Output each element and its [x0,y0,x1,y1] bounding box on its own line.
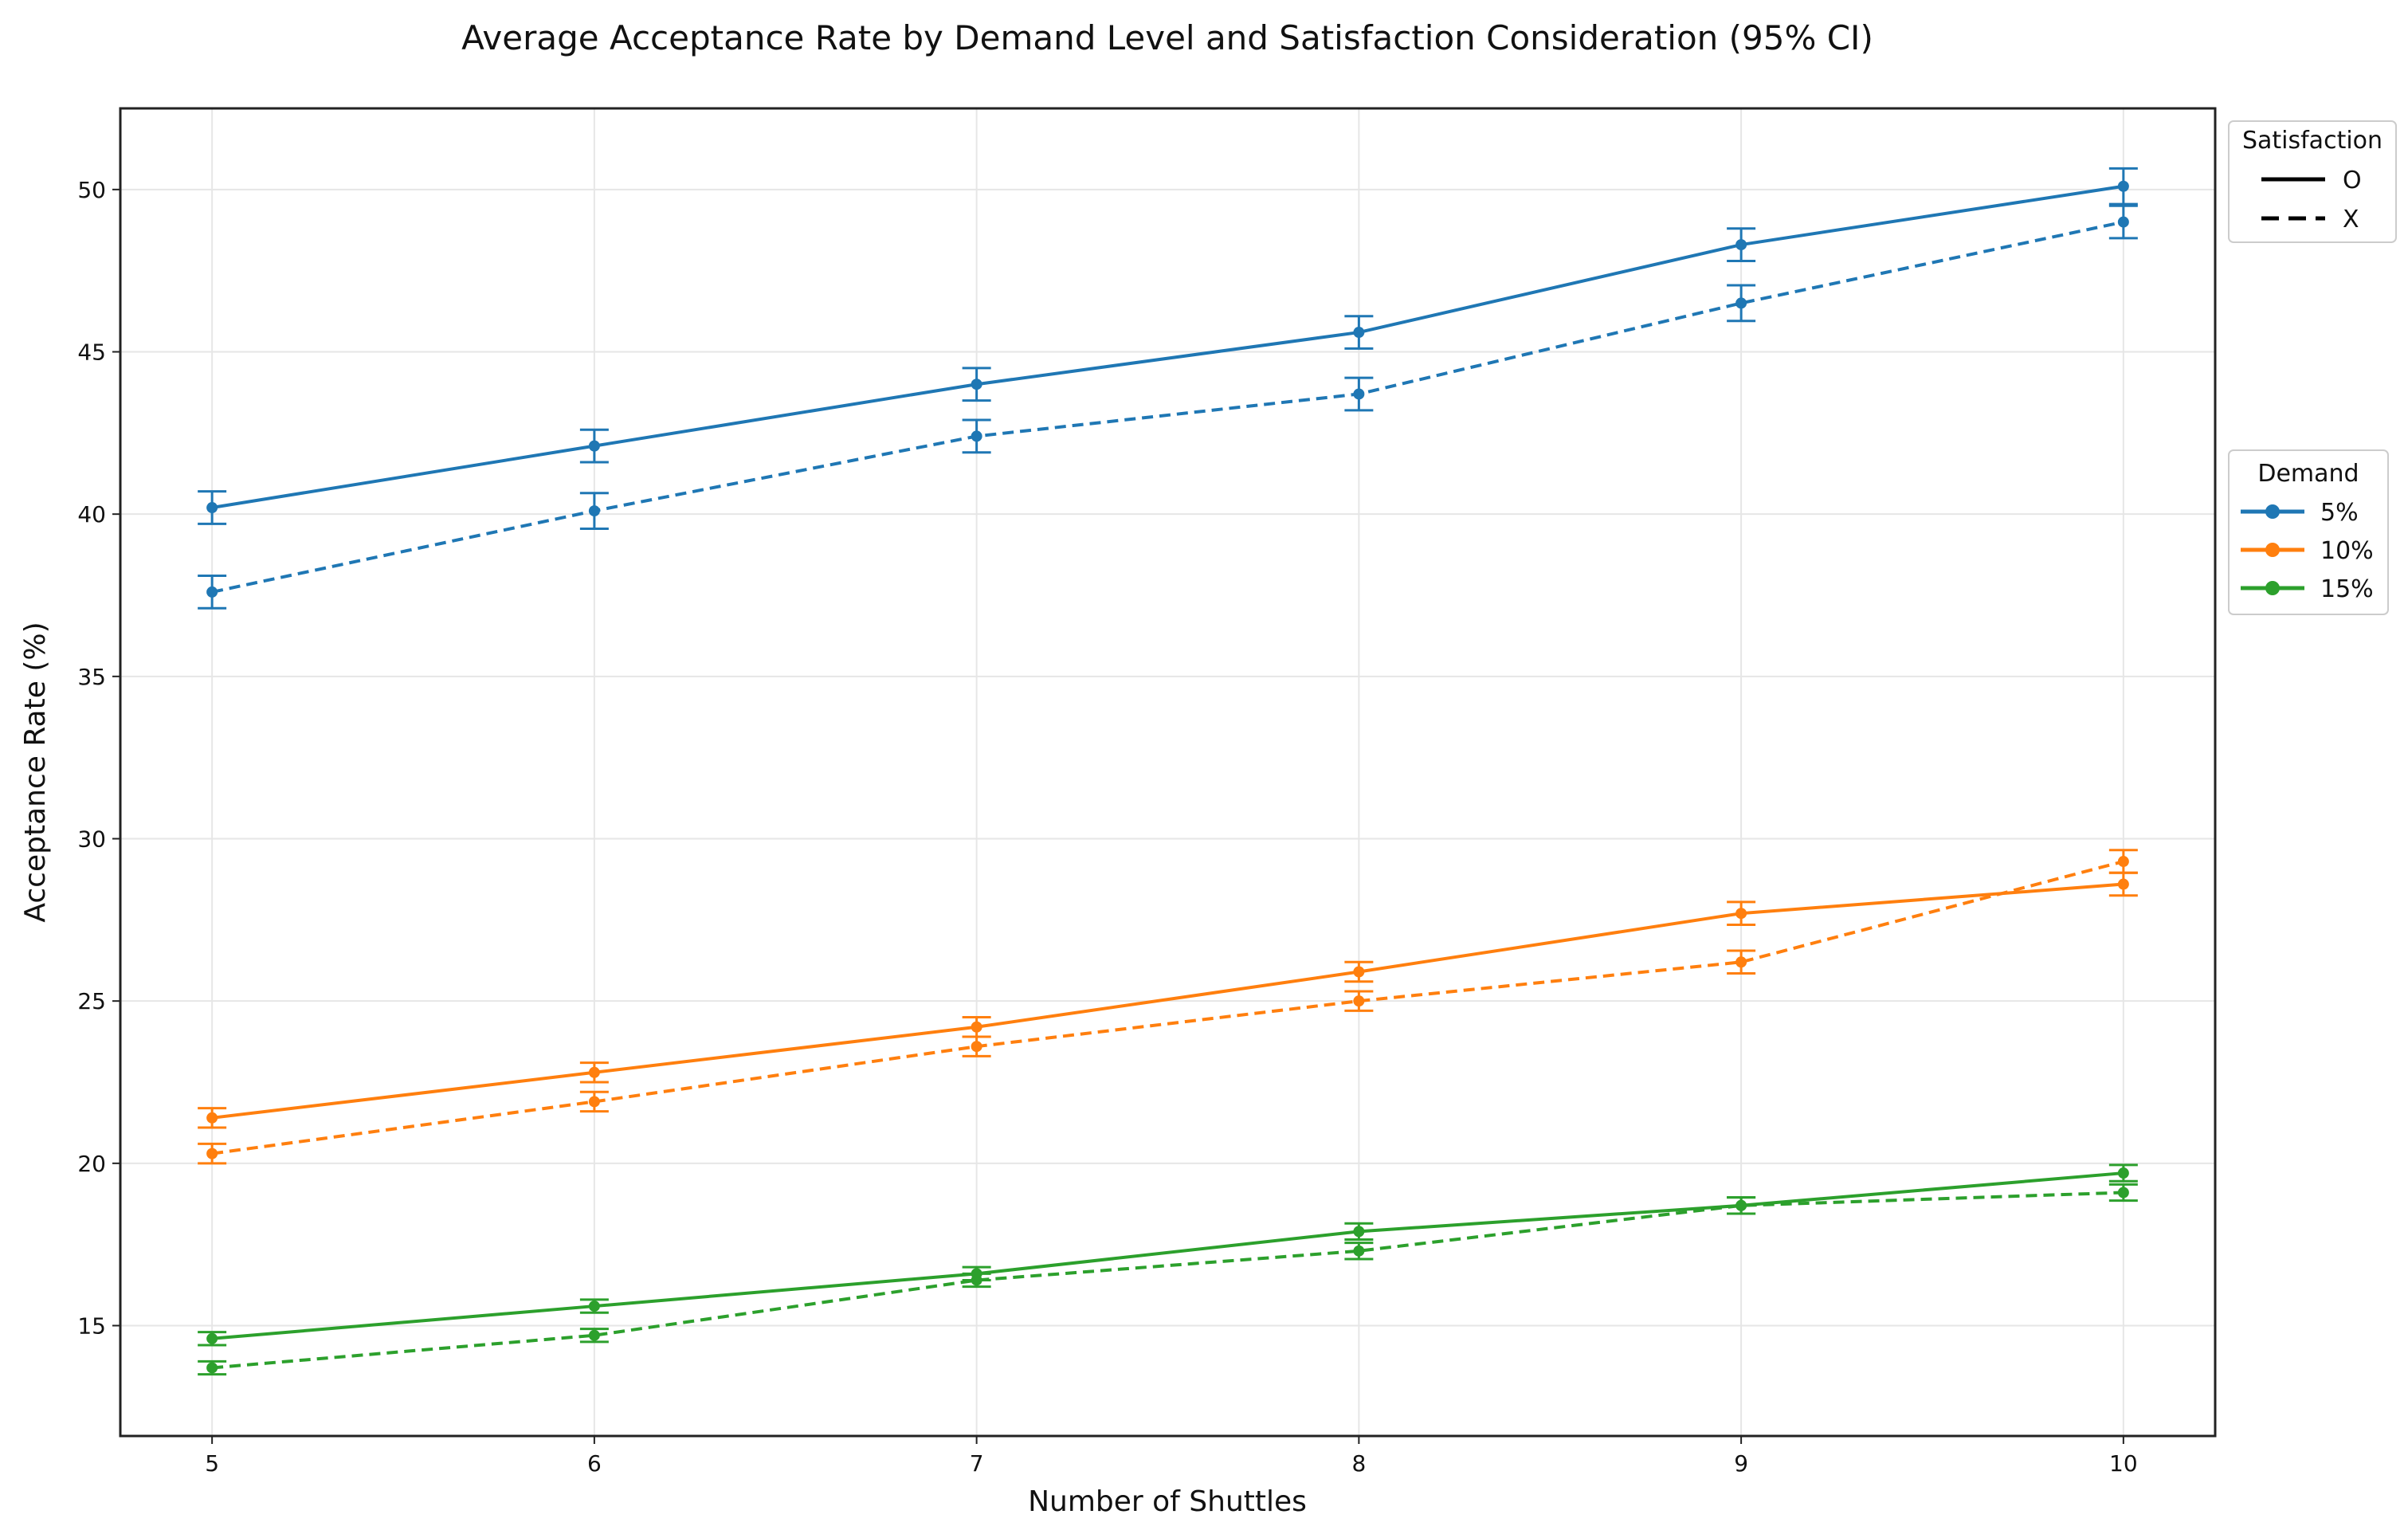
legend-demand-title: Demand [2257,460,2359,488]
data-point [206,1332,218,1344]
y-tick-label: 45 [77,339,106,366]
data-point [1735,956,1747,968]
legend-demand-5-entry: 5% [2241,499,2359,527]
data-point [206,1112,218,1124]
data-point [2117,878,2129,890]
data-point [971,1021,982,1033]
legend-demand-15-label: 15% [2320,575,2374,603]
y-tick-label: 30 [77,826,106,853]
y-axis-ticks: 15 20 25 30 35 40 45 50 [77,177,120,1340]
series-demand-5-satisfaction-x-line [211,220,2124,594]
data-point [588,1096,600,1108]
data-point [1735,1199,1747,1211]
data-point [1735,297,1747,309]
series-demand-5-satisfaction-x [198,204,2138,610]
legend-satisfaction-o-label: O [2343,167,2362,194]
plot-area-frame [119,107,2217,1438]
x-tick-label: 5 [205,1450,219,1477]
data-point [1353,1245,1365,1257]
series-demand-5-satisfaction-o [198,167,2138,525]
y-tick-label: 25 [77,988,106,1014]
data-point [206,1362,218,1374]
legend-demand-15-entry: 15% [2241,575,2374,603]
x-axis-ticks: 5 6 7 8 9 10 [205,1436,2138,1477]
data-point [971,379,982,390]
legend-satisfaction: Satisfaction O X [2228,120,2397,243]
legend-demand-10-label: 10% [2320,537,2374,565]
data-point [1735,908,1747,920]
legend-demand-box [2228,449,2389,615]
series-demand-15-satisfaction-x-line [211,1191,2124,1370]
y-axis-label: Acceptance Rate (%) [19,622,52,922]
legend-demand-10-entry: 10% [2241,537,2374,565]
series-demand-15-satisfaction-x [198,1183,2138,1376]
data-point [971,430,982,442]
data-point [1353,966,1365,978]
data-point [2117,180,2129,192]
x-tick-label: 8 [1351,1450,1366,1477]
legend-demand-5-marker [2265,504,2280,519]
data-point [2117,216,2129,228]
legend-satisfaction-box [2228,120,2397,243]
data-point [206,502,218,514]
y-tick-label: 50 [77,177,106,203]
data-point [971,1041,982,1053]
grid-lines [120,108,2215,1436]
series-demand-10-satisfaction-x [198,849,2138,1165]
data-point [588,440,600,452]
x-tick-label: 7 [970,1450,984,1477]
data-point [1353,1226,1365,1238]
x-tick-label: 6 [587,1450,602,1477]
series-demand-15-satisfaction-o [198,1163,2138,1347]
legend-demand-10-marker [2265,543,2280,557]
y-tick-label: 40 [77,501,106,528]
x-tick-label: 9 [1734,1450,1748,1477]
data-point [1353,327,1365,339]
x-tick-label: 10 [2109,1450,2138,1477]
data-point [206,1148,218,1159]
data-point [2117,1167,2129,1179]
y-tick-label: 20 [77,1151,106,1177]
data-point [2117,1187,2129,1199]
legend-satisfaction-title: Satisfaction [2242,127,2383,155]
legend-demand-15-marker [2265,581,2280,595]
data-point [588,1066,600,1078]
series-demand-15-satisfaction-o-line [211,1171,2124,1340]
series-demand-10-satisfaction-o-line [211,882,2124,1120]
series-demand-10-satisfaction-o [198,871,2138,1129]
series-demand-5-satisfaction-o-line [211,184,2124,509]
series-demand-10-satisfaction-x-line [211,860,2124,1155]
data-point [971,1274,982,1286]
legend-satisfaction-x-label: X [2343,206,2359,233]
data-point [1353,388,1365,400]
chart-title: Average Acceptance Rate by Demand Level … [461,18,1873,57]
data-point [588,1301,600,1312]
data-point [2117,856,2129,868]
data-point [206,586,218,598]
data-point [588,1329,600,1341]
y-tick-label: 35 [77,664,106,690]
legend-demand-5-label: 5% [2320,499,2359,527]
data-point [1353,995,1365,1007]
y-tick-label: 15 [77,1313,106,1340]
x-axis-label: Number of Shuttles [1028,1485,1307,1518]
series-layer [198,167,2138,1376]
data-point [588,505,600,517]
legend-demand: Demand 5% 10% 15% [2228,449,2389,615]
data-point [1735,239,1747,251]
